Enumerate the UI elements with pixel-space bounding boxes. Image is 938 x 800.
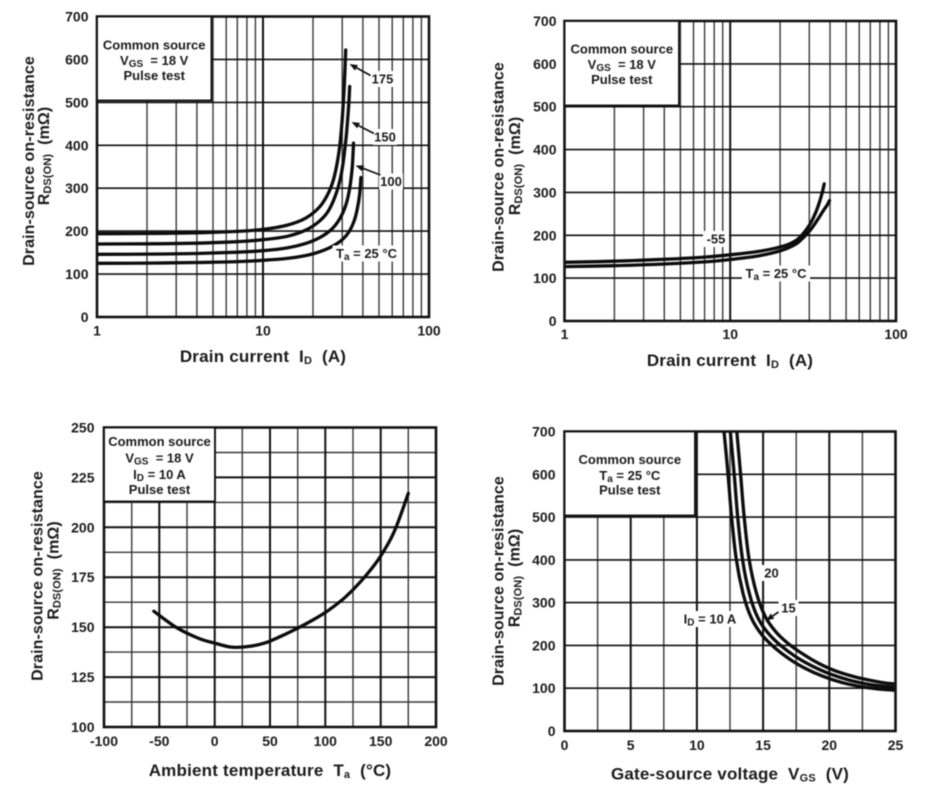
svg-text:400: 400: [65, 137, 89, 153]
svg-text:200: 200: [533, 227, 557, 243]
svg-text:600: 600: [533, 56, 557, 72]
svg-text:Ta = 25 °C: Ta = 25 °C: [746, 266, 808, 283]
svg-text:Drain-source on-resistance: Drain-source on-resistance: [29, 471, 46, 681]
svg-text:Common source: Common source: [103, 38, 206, 53]
svg-text:100: 100: [533, 270, 557, 286]
svg-text:Drain current ID (A): Drain current ID (A): [180, 347, 346, 367]
svg-text:250: 250: [71, 420, 95, 436]
svg-text:100: 100: [532, 680, 556, 696]
svg-text:700: 700: [533, 13, 557, 29]
svg-text:Common source: Common source: [571, 42, 674, 57]
svg-text:Pulse test: Pulse test: [123, 68, 185, 83]
svg-text:150: 150: [71, 619, 95, 635]
svg-text:500: 500: [533, 99, 557, 115]
svg-text:ID = 10 A: ID = 10 A: [684, 612, 737, 629]
svg-text:10: 10: [722, 326, 738, 342]
svg-text:100: 100: [314, 733, 338, 749]
svg-text:15: 15: [755, 737, 771, 753]
svg-text:Ta = 25 °C: Ta = 25 °C: [599, 468, 661, 485]
svg-text:Common source: Common source: [579, 452, 682, 467]
svg-text:175: 175: [372, 72, 394, 87]
svg-text:500: 500: [65, 94, 89, 110]
svg-text:0: 0: [81, 309, 89, 325]
svg-text:400: 400: [533, 142, 557, 158]
svg-text:150: 150: [374, 130, 396, 145]
svg-text:Drain-source on-resistance: Drain-source on-resistance: [490, 476, 507, 686]
svg-text:100: 100: [884, 326, 908, 342]
svg-text:300: 300: [532, 595, 556, 611]
svg-text:0: 0: [549, 313, 557, 329]
svg-text:600: 600: [65, 51, 89, 67]
svg-text:100: 100: [417, 323, 441, 339]
svg-text:200: 200: [71, 519, 95, 535]
svg-text:Ambient temperature Ta (°C): Ambient temperature Ta (°C): [149, 761, 392, 781]
svg-text:125: 125: [71, 669, 95, 685]
svg-text:10: 10: [689, 737, 705, 753]
svg-text:-55: -55: [707, 232, 726, 247]
svg-text:1: 1: [93, 323, 101, 339]
svg-text:Gate-source voltage VGS (V): Gate-source voltage VGS (V): [611, 765, 849, 785]
svg-text:20: 20: [764, 566, 778, 581]
svg-text:Pulse test: Pulse test: [599, 483, 661, 498]
svg-text:500: 500: [532, 509, 556, 525]
svg-text:ID = 10 A: ID = 10 A: [133, 467, 186, 484]
svg-text:Drain current ID (A): Drain current ID (A): [647, 351, 813, 371]
svg-text:10: 10: [255, 323, 271, 339]
svg-text:400: 400: [532, 552, 556, 568]
svg-text:25: 25: [888, 737, 904, 753]
svg-text:50: 50: [262, 733, 278, 749]
svg-text:Drain-source on-resistance: Drain-source on-resistance: [491, 62, 508, 272]
svg-text:700: 700: [65, 9, 89, 25]
svg-text:300: 300: [533, 184, 557, 200]
svg-text:15: 15: [781, 601, 795, 616]
svg-text:20: 20: [822, 737, 838, 753]
svg-text:Common source: Common source: [108, 434, 211, 449]
svg-text:175: 175: [71, 569, 95, 585]
svg-text:5: 5: [627, 737, 635, 753]
svg-text:0: 0: [561, 737, 569, 753]
svg-text:225: 225: [71, 469, 95, 485]
svg-text:1: 1: [561, 326, 569, 342]
svg-text:Drain-source on-resistance: Drain-source on-resistance: [21, 56, 38, 266]
svg-text:150: 150: [369, 733, 393, 749]
svg-text:100: 100: [65, 266, 89, 282]
svg-text:Pulse test: Pulse test: [129, 482, 191, 497]
svg-text:-100: -100: [90, 733, 118, 749]
svg-text:300: 300: [65, 180, 89, 196]
svg-text:0: 0: [548, 723, 556, 739]
svg-text:200: 200: [424, 733, 448, 749]
svg-text:Pulse test: Pulse test: [591, 72, 653, 87]
svg-text:100: 100: [71, 719, 95, 735]
svg-text:Ta = 25 °C: Ta = 25 °C: [336, 246, 398, 263]
svg-text:700: 700: [532, 424, 556, 440]
svg-text:600: 600: [532, 466, 556, 482]
svg-text:0: 0: [211, 733, 219, 749]
svg-text:200: 200: [65, 223, 89, 239]
svg-text:100: 100: [380, 174, 402, 189]
svg-text:-50: -50: [149, 733, 169, 749]
svg-text:200: 200: [532, 637, 556, 653]
